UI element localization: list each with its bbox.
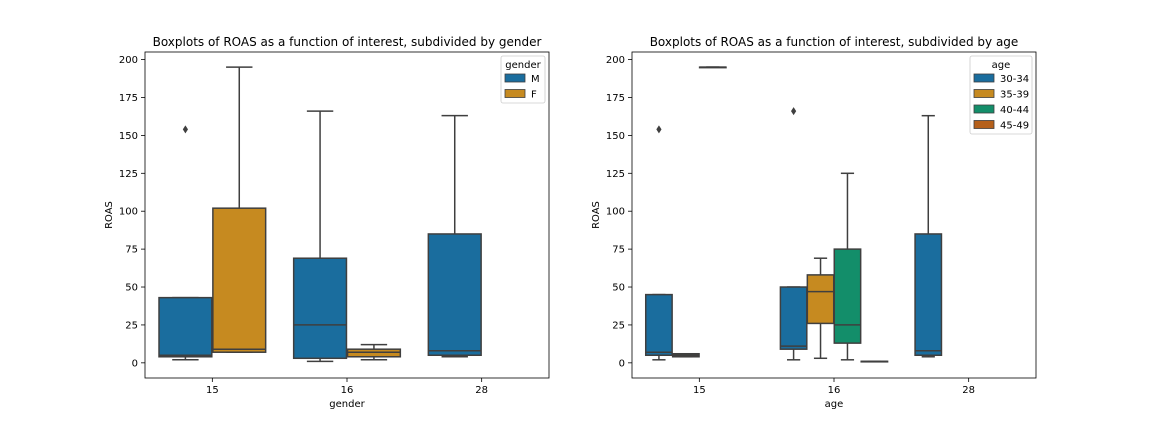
plot-frame <box>631 51 1037 379</box>
box-body <box>346 348 402 358</box>
legend-swatch-40-44 <box>973 104 995 114</box>
box-40-44-15 <box>698 66 727 69</box>
chart-gender: 0 25 50 75 100 125 150 175 200 15 16 28 Boxplots of … <box>104 35 550 410</box>
box-body <box>833 248 862 344</box>
y-tick-label: 75 <box>125 245 138 256</box>
x-axis-label: age <box>825 399 844 410</box>
legend-entry-40-44: 40-44 <box>1000 105 1029 116</box>
box-body <box>158 296 213 358</box>
legend: age 30-34 35-39 40-44 45-49 <box>969 55 1033 135</box>
legend-swatch-F <box>504 89 526 98</box>
y-tick-label: 175 <box>119 93 138 104</box>
y-tick-label: 150 <box>119 131 138 142</box>
chart-title: Boxplots of ROAS as a function of intere… <box>650 35 1019 49</box>
x-tick-label: 28 <box>475 385 488 396</box>
x-tick-label: 16 <box>341 385 354 396</box>
y-tick-label: 100 <box>119 207 138 218</box>
box-F-15 <box>212 66 267 353</box>
y-tick-label: 125 <box>119 169 138 180</box>
box-45-49-16 <box>860 360 889 363</box>
box-body <box>212 207 267 353</box>
legend-entry-45-49: 45-49 <box>1000 121 1029 132</box>
box-40-44-16 <box>833 172 862 361</box>
outlier-point <box>791 107 797 116</box>
box-M-16 <box>292 110 348 363</box>
box-30-34-15 <box>644 125 673 361</box>
legend-swatch-M <box>504 73 526 83</box>
box-body <box>806 274 835 325</box>
chart-title: Boxplots of ROAS as a function of intere… <box>153 35 542 49</box>
y-axis-label: ROAS <box>104 201 115 229</box>
box-body <box>779 286 808 350</box>
y-tick-label: 0 <box>132 358 138 369</box>
y-tick-label: 200 <box>606 55 625 66</box>
box-M-28 <box>427 114 482 358</box>
x-tick-label: 16 <box>828 385 841 396</box>
x-axis-label: gender <box>329 399 365 410</box>
legend-swatch-30-34 <box>973 73 995 83</box>
y-tick-label: 0 <box>619 358 625 369</box>
y-axis-label: ROAS <box>591 201 602 229</box>
legend-entry-35-39: 35-39 <box>1000 90 1029 101</box>
y-tick-label: 50 <box>612 283 625 294</box>
legend-title: age <box>992 60 1011 71</box>
box-30-34-28 <box>914 114 943 358</box>
legend: gender MF <box>500 55 546 104</box>
box-M-15 <box>158 125 213 361</box>
box-body <box>427 233 482 357</box>
legend-title: gender <box>505 60 541 71</box>
y-tick-label: 75 <box>612 245 625 256</box>
y-tick-label: 200 <box>119 55 138 66</box>
legend-swatch-45-49 <box>973 120 995 129</box>
box-body <box>644 293 673 357</box>
box-body <box>292 257 348 360</box>
outlier-point <box>656 125 662 134</box>
box-35-39-16 <box>806 257 835 360</box>
y-tick-label: 50 <box>125 283 138 294</box>
x-tick-label: 15 <box>693 385 706 396</box>
x-tick-label: 28 <box>962 385 975 396</box>
chart-age: 0 25 50 75 100 125 150 175 200 15 16 28 Boxplots of … <box>591 35 1037 410</box>
x-tick-label: 15 <box>206 385 219 396</box>
box-30-34-16 <box>779 107 808 361</box>
y-tick-label: 175 <box>606 93 625 104</box>
legend-entry-M: M <box>531 74 540 85</box>
legend-swatch-35-39 <box>973 89 995 98</box>
y-tick-label: 25 <box>125 320 138 331</box>
y-tick-label: 150 <box>606 131 625 142</box>
y-tick-label: 125 <box>606 169 625 180</box>
box-35-39-15 <box>671 352 700 358</box>
legend-entry-30-34: 30-34 <box>1000 74 1029 85</box>
y-tick-label: 100 <box>606 207 625 218</box>
outlier-point <box>182 125 188 134</box>
y-tick-label: 25 <box>612 320 625 331</box>
box-F-16 <box>346 343 402 361</box>
box-body <box>914 233 943 357</box>
legend-entry-F: F <box>531 90 537 101</box>
plot-frame <box>144 51 550 379</box>
